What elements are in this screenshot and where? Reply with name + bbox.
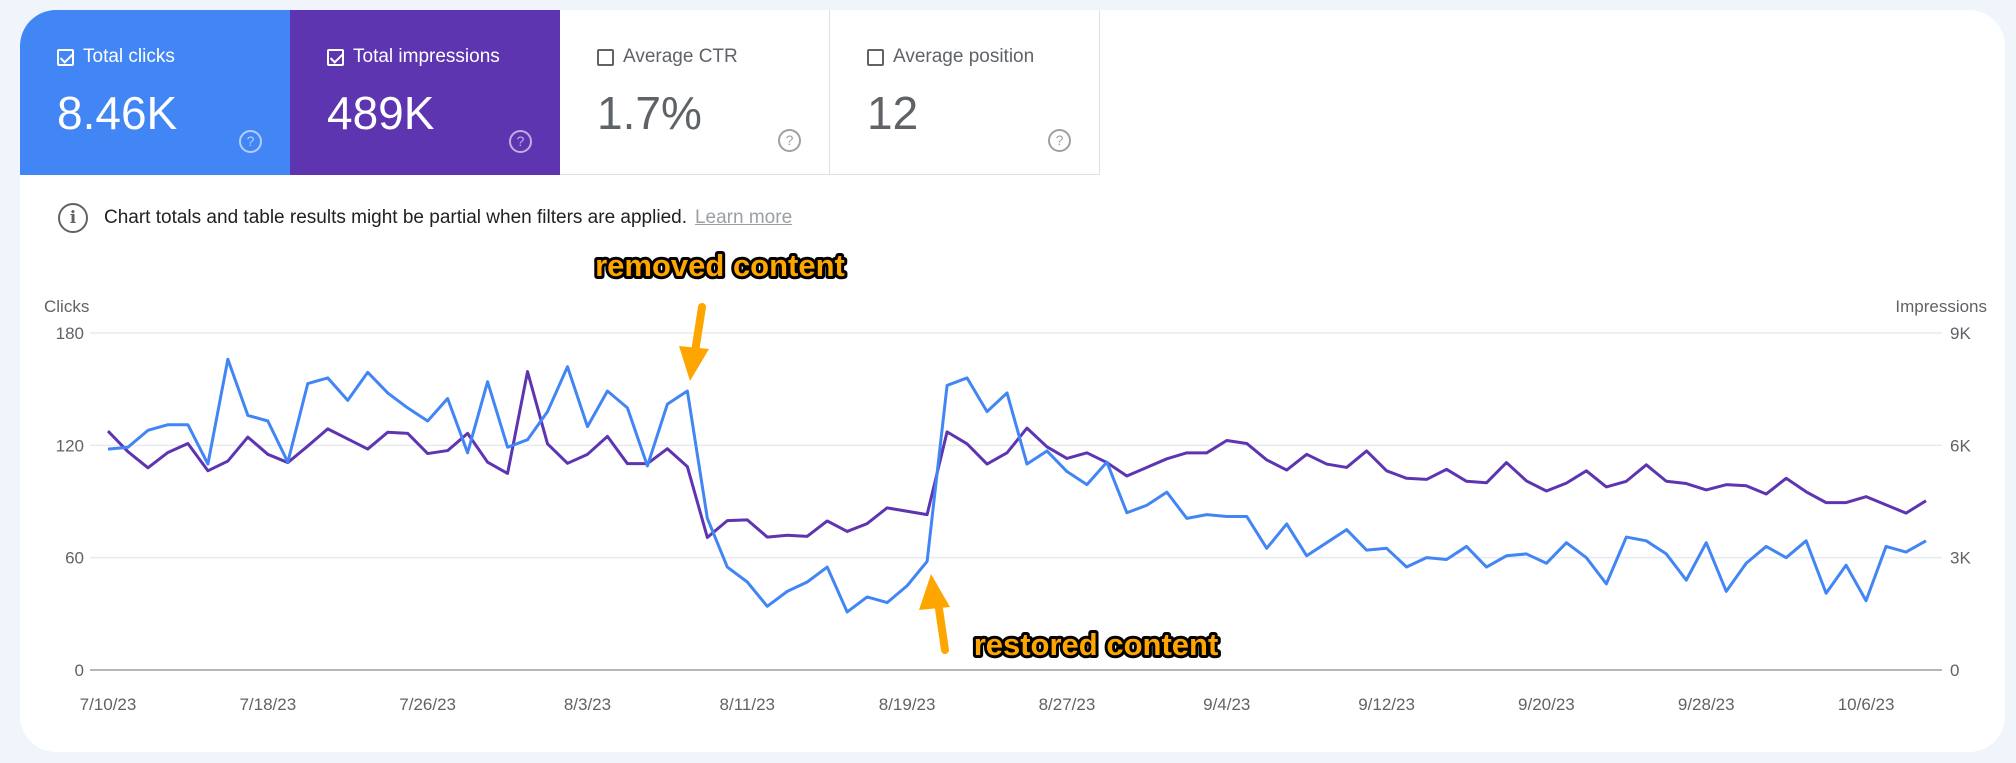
arrow-up-icon bbox=[919, 574, 950, 654]
annotation-restored-content: restored content bbox=[974, 627, 1219, 662]
right-axis-label: Impressions bbox=[1895, 297, 1987, 316]
annotations: removed content restored content bbox=[592, 245, 1221, 665]
x-tick-label: 9/4/23 bbox=[1203, 695, 1250, 714]
x-tick-label: 9/20/23 bbox=[1518, 695, 1575, 714]
impressions-line bbox=[106, 370, 1927, 539]
arrow-down-icon bbox=[679, 303, 709, 381]
right-tick-label: 3K bbox=[1950, 549, 1971, 568]
info-text: Chart totals and table results might be … bbox=[104, 207, 687, 228]
metric-label: Total impressions bbox=[353, 46, 500, 67]
x-tick-label: 8/27/23 bbox=[1039, 695, 1096, 714]
filter-info-notice: i Chart totals and table results might b… bbox=[58, 203, 792, 233]
metric-card-total-clicks[interactable]: Total clicks 8.46K ? bbox=[20, 10, 290, 175]
metric-card-total-impressions[interactable]: Total impressions 489K ? bbox=[290, 10, 560, 175]
metric-value: 12 bbox=[867, 87, 919, 139]
x-tick-label: 7/18/23 bbox=[239, 695, 296, 714]
metric-value: 8.46K bbox=[57, 87, 178, 139]
x-tick-label: 7/10/23 bbox=[80, 695, 137, 714]
metric-label: Total clicks bbox=[83, 46, 175, 67]
x-tick-label: 9/28/23 bbox=[1678, 695, 1735, 714]
x-tick-label: 8/11/23 bbox=[720, 695, 775, 714]
impressions-series bbox=[106, 370, 1927, 539]
x-tick-label: 8/19/23 bbox=[879, 695, 936, 714]
right-tick-label: 0 bbox=[1950, 661, 1959, 680]
left-axis-label: Clicks bbox=[44, 297, 89, 316]
metric-value: 489K bbox=[327, 87, 435, 139]
info-icon: i bbox=[58, 203, 88, 233]
checkbox-checked-icon[interactable] bbox=[57, 48, 74, 66]
metric-label: Average CTR bbox=[623, 46, 738, 67]
x-tick-label: 8/3/23 bbox=[564, 695, 611, 714]
checkbox-unchecked-icon[interactable] bbox=[867, 48, 884, 66]
help-icon[interactable]: ? bbox=[239, 130, 262, 153]
left-tick-label: 60 bbox=[65, 549, 84, 568]
x-tick-label: 7/26/23 bbox=[399, 695, 456, 714]
metric-card-average-ctr[interactable]: Average CTR 1.7% ? bbox=[560, 10, 830, 175]
checkbox-checked-icon[interactable] bbox=[327, 48, 344, 66]
x-tick-label: 10/6/23 bbox=[1838, 695, 1895, 714]
annotation-removed-content: removed content bbox=[595, 248, 845, 283]
clicks-line bbox=[107, 357, 1927, 614]
performance-panel: Total clicks 8.46K ? Total impressions 4… bbox=[20, 10, 2005, 752]
clicks-series bbox=[107, 357, 1927, 614]
help-icon[interactable]: ? bbox=[778, 129, 801, 152]
help-icon[interactable]: ? bbox=[509, 130, 532, 153]
checkbox-unchecked-icon[interactable] bbox=[597, 48, 614, 66]
left-tick-label: 120 bbox=[56, 436, 84, 455]
metric-value: 1.7% bbox=[597, 87, 702, 139]
left-tick-label: 0 bbox=[75, 661, 84, 680]
right-tick-label: 9K bbox=[1950, 324, 1971, 343]
x-tick-label: 9/12/23 bbox=[1358, 695, 1415, 714]
metric-label: Average position bbox=[893, 46, 1035, 67]
left-tick-label: 180 bbox=[56, 324, 84, 343]
metric-card-average-position[interactable]: Average position 12 ? bbox=[830, 10, 1100, 175]
learn-more-link[interactable]: Learn more bbox=[694, 207, 793, 228]
help-icon[interactable]: ? bbox=[1048, 129, 1071, 152]
right-tick-label: 6K bbox=[1950, 436, 1971, 455]
